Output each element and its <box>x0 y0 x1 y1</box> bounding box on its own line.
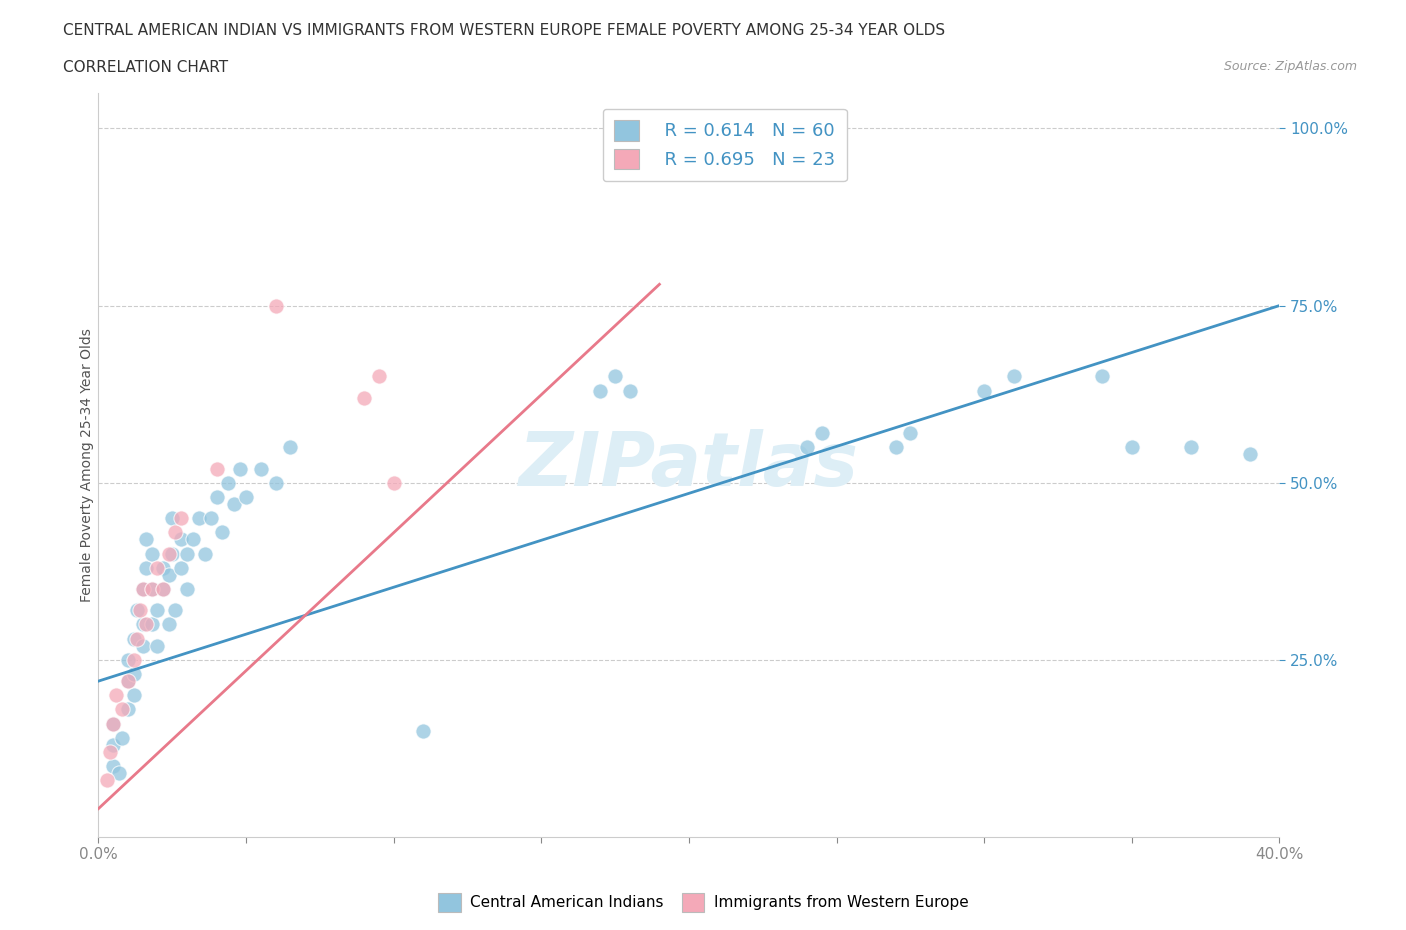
Point <box>152 581 174 596</box>
Point <box>152 581 174 596</box>
Point <box>382 475 405 490</box>
Point <box>111 702 134 717</box>
Point <box>117 673 139 688</box>
Text: CORRELATION CHART: CORRELATION CHART <box>63 60 228 75</box>
Point <box>122 653 145 668</box>
Point <box>589 383 612 398</box>
Point <box>187 511 209 525</box>
Point <box>264 475 287 490</box>
Point <box>605 369 627 384</box>
Point <box>122 631 145 646</box>
Point <box>141 581 163 596</box>
Point <box>141 581 163 596</box>
Point <box>1002 369 1025 384</box>
Point <box>368 369 391 384</box>
Point <box>141 546 163 561</box>
Point <box>205 461 228 476</box>
Point <box>211 525 233 539</box>
Point <box>810 426 832 441</box>
Point <box>132 638 155 653</box>
Point <box>900 426 922 441</box>
Point <box>235 489 257 504</box>
Point <box>98 745 121 760</box>
Point <box>250 461 273 476</box>
Point <box>412 724 434 738</box>
Point <box>278 440 302 455</box>
Point <box>128 603 150 618</box>
Point <box>105 688 128 703</box>
Point <box>103 716 125 731</box>
Point <box>264 299 287 313</box>
Point <box>152 560 174 575</box>
Point <box>194 546 217 561</box>
Point <box>117 673 139 688</box>
Y-axis label: Female Poverty Among 25-34 Year Olds: Female Poverty Among 25-34 Year Olds <box>80 328 94 602</box>
Point <box>122 667 145 682</box>
Point <box>165 603 187 618</box>
Point <box>117 702 139 717</box>
Point <box>1121 440 1143 455</box>
Point <box>157 617 180 631</box>
Point <box>619 383 641 398</box>
Point <box>122 688 145 703</box>
Point <box>796 440 818 455</box>
Text: CENTRAL AMERICAN INDIAN VS IMMIGRANTS FROM WESTERN EUROPE FEMALE POVERTY AMONG 2: CENTRAL AMERICAN INDIAN VS IMMIGRANTS FR… <box>63 23 945 38</box>
Point <box>353 391 375 405</box>
Legend:   R = 0.614   N = 60,   R = 0.695   N = 23: R = 0.614 N = 60, R = 0.695 N = 23 <box>603 109 846 181</box>
Point <box>117 653 139 668</box>
Point <box>146 560 169 575</box>
Point <box>132 581 155 596</box>
Point <box>125 603 148 618</box>
Point <box>224 497 246 512</box>
Point <box>205 489 228 504</box>
Point <box>96 773 118 788</box>
Point <box>111 730 134 745</box>
Legend: Central American Indians, Immigrants from Western Europe: Central American Indians, Immigrants fro… <box>432 887 974 918</box>
Text: Source: ZipAtlas.com: Source: ZipAtlas.com <box>1223 60 1357 73</box>
Point <box>135 560 157 575</box>
Text: ZIPatlas: ZIPatlas <box>519 429 859 501</box>
Point <box>103 737 125 752</box>
Point <box>108 765 131 780</box>
Point <box>200 511 222 525</box>
Point <box>157 546 180 561</box>
Point <box>176 546 198 561</box>
Point <box>229 461 252 476</box>
Point <box>217 475 239 490</box>
Point <box>132 581 155 596</box>
Point <box>157 567 180 582</box>
Point <box>146 603 169 618</box>
Point <box>170 511 193 525</box>
Point <box>884 440 907 455</box>
Point <box>103 759 125 774</box>
Point <box>141 617 163 631</box>
Point <box>125 631 148 646</box>
Point <box>135 617 157 631</box>
Point <box>1239 447 1261 462</box>
Point <box>146 638 169 653</box>
Point <box>973 383 995 398</box>
Point <box>165 525 187 539</box>
Point <box>176 581 198 596</box>
Point <box>170 532 193 547</box>
Point <box>1091 369 1114 384</box>
Point <box>135 532 157 547</box>
Point <box>162 546 183 561</box>
Point <box>162 511 183 525</box>
Point <box>103 716 125 731</box>
Point <box>619 156 641 171</box>
Point <box>170 560 193 575</box>
Point <box>132 617 155 631</box>
Point <box>181 532 204 547</box>
Point <box>1180 440 1202 455</box>
